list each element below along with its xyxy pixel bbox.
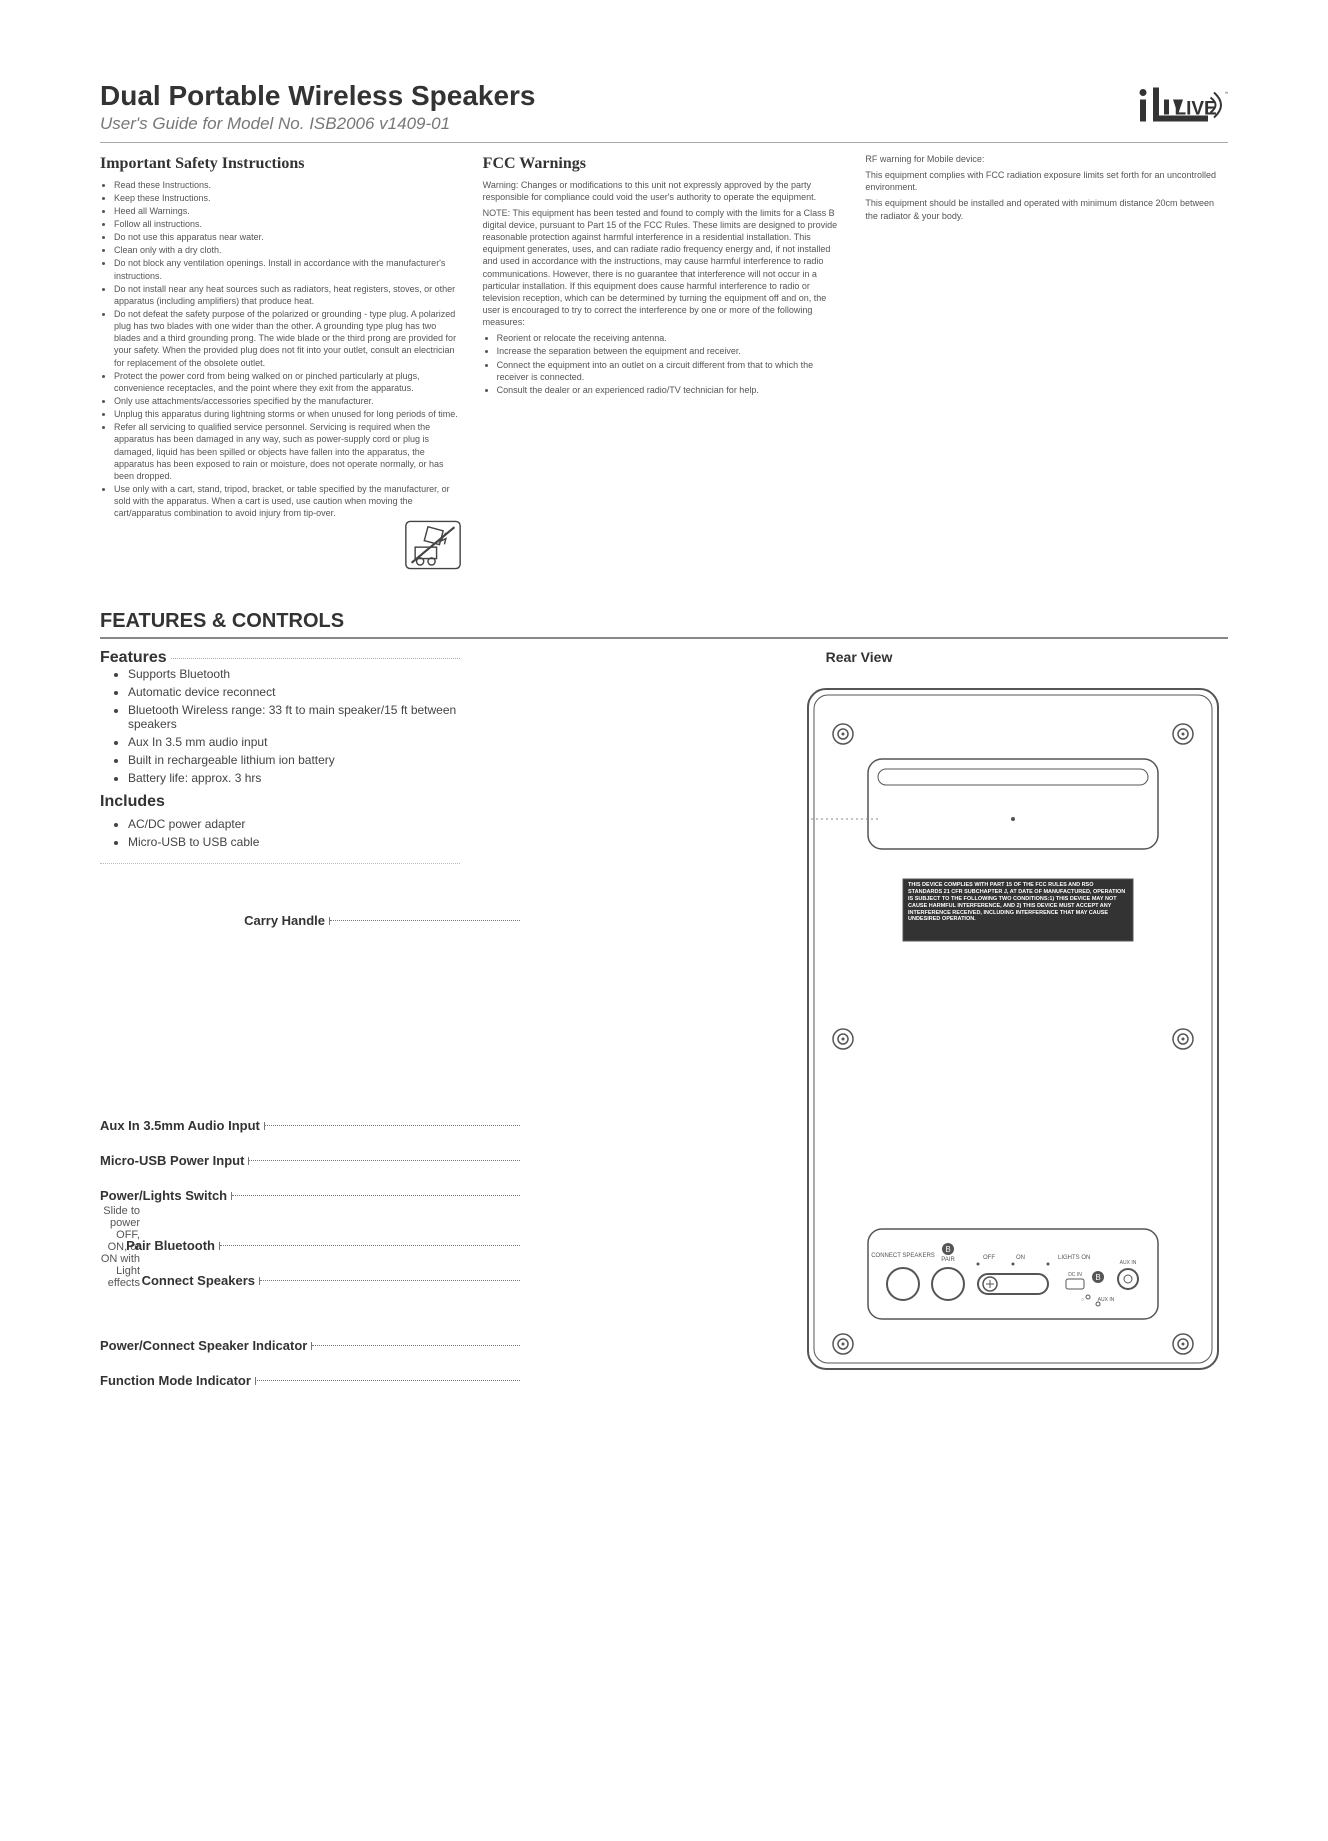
list-item: Do not defeat the safety purpose of the … <box>114 308 463 369</box>
svg-text:LIVE: LIVE <box>1175 99 1217 120</box>
features-heading: Features <box>100 649 171 667</box>
list-item: Only use attachments/accessories specifi… <box>114 395 463 407</box>
fcc-heading: FCC Warnings <box>483 153 846 175</box>
callout-label: Carry Handle <box>244 913 329 928</box>
callout: Function Mode Indicator <box>100 1373 460 1388</box>
list-item: Automatic device reconnect <box>128 685 460 699</box>
page-subtitle: User's Guide for Model No. ISB2006 v1409… <box>100 114 1128 134</box>
diagram-title: Rear View <box>490 649 1228 665</box>
title-block: Dual Portable Wireless Speakers User's G… <box>100 80 1128 134</box>
svg-text:CONNECT SPEAKERS: CONNECT SPEAKERS <box>871 1253 935 1259</box>
list-item: Aux In 3.5 mm audio input <box>128 735 460 749</box>
svg-text:B: B <box>945 1245 950 1254</box>
svg-text:PAIR: PAIR <box>941 1257 955 1263</box>
features-row: Features Supports Bluetooth Automatic dev… <box>100 649 1228 1588</box>
fcc-p2: NOTE: This equipment has been tested and… <box>483 207 846 328</box>
callout-label: Pair Bluetooth <box>126 1238 219 1253</box>
svg-text:AUX IN: AUX IN <box>1120 1260 1137 1266</box>
callout-label: Function Mode Indicator <box>100 1373 255 1388</box>
safety-heading: Important Safety Instructions <box>100 153 463 175</box>
features-heading-row: Features <box>100 649 460 667</box>
callout-label: Connect Speakers <box>142 1273 259 1288</box>
callout-label: Micro-USB Power Input <box>100 1153 248 1168</box>
fcc-p1: Warning: Changes or modifications to thi… <box>483 179 846 203</box>
info-columns: Important Safety Instructions Read these… <box>100 153 1228 570</box>
svg-text:○: ○ <box>1081 1297 1084 1303</box>
svg-text:B: B <box>1095 1273 1100 1282</box>
list-item: Use only with a cart, stand, tripod, bra… <box>114 483 463 519</box>
list-item: Protect the power cord from being walked… <box>114 370 463 394</box>
list-item: Do not use this apparatus near water. <box>114 231 463 243</box>
cart-tipover-icon <box>403 520 463 570</box>
list-item: Unplug this apparatus during lightning s… <box>114 408 463 420</box>
list-item: Heed all Warnings. <box>114 205 463 217</box>
header: Dual Portable Wireless Speakers User's G… <box>100 80 1228 134</box>
svg-text:™: ™ <box>1225 91 1229 96</box>
svg-text:OFF: OFF <box>983 1255 995 1261</box>
rf-heading: RF warning for Mobile device: <box>865 153 1228 165</box>
rf-p1: This equipment complies with FCC radiati… <box>865 169 1228 193</box>
dotted-divider <box>100 863 460 864</box>
list-item: Consult the dealer or an experienced rad… <box>497 384 846 396</box>
svg-text:LIGHTS ON: LIGHTS ON <box>1058 1255 1090 1261</box>
list-item: Increase the separation between the equi… <box>497 345 846 357</box>
speaker-rear-diagram: THIS DEVICE COMPLIES WITH PART 15 OF THE… <box>798 679 1228 1379</box>
rf-column: RF warning for Mobile device: This equip… <box>865 153 1228 570</box>
list-item: Built in rechargeable lithium ion batter… <box>128 753 460 767</box>
dotted-rule <box>171 658 460 659</box>
svg-text:DC IN: DC IN <box>1068 1272 1082 1278</box>
brand-logo: LIVE ™ <box>1128 80 1228 130</box>
callout: Power/Connect Speaker Indicator <box>100 1338 460 1353</box>
includes-heading: Includes <box>100 793 460 811</box>
header-rule <box>100 142 1228 143</box>
list-item: Supports Bluetooth <box>128 667 460 681</box>
list-item: Bluetooth Wireless range: 33 ft to main … <box>128 703 460 731</box>
callout: Aux In 3.5mm Audio Input <box>100 1118 460 1133</box>
callout-label: Power/Connect Speaker Indicator <box>100 1338 311 1353</box>
list-item: Reorient or relocate the receiving anten… <box>497 332 846 344</box>
list-item: Refer all servicing to qualified service… <box>114 421 463 482</box>
callout: Pair Bluetooth <box>100 1238 460 1253</box>
features-section-title: FEATURES & CONTROLS <box>100 610 1228 639</box>
callout: Connect Speakers <box>100 1273 460 1288</box>
callout: Carry Handle <box>100 913 460 928</box>
fcc-column: FCC Warnings Warning: Changes or modific… <box>483 153 846 570</box>
svg-text:ON: ON <box>1016 1255 1025 1261</box>
list-item: Battery life: approx. 3 hrs <box>128 771 460 785</box>
list-item: Read these Instructions. <box>114 179 463 191</box>
rf-p2: This equipment should be installed and o… <box>865 197 1228 221</box>
diagram-area: Rear View THIS DEVICE COMPLIES WITH PART… <box>490 649 1228 1588</box>
list-item: Do not block any ventilation openings. I… <box>114 257 463 281</box>
callout: Micro-USB Power Input <box>100 1153 460 1168</box>
callout-label: Power/Lights Switch <box>100 1188 231 1203</box>
list-item: Micro-USB to USB cable <box>128 835 460 849</box>
safety-column: Important Safety Instructions Read these… <box>100 153 463 570</box>
features-list: Supports Bluetooth Automatic device recon… <box>100 667 460 785</box>
page-title: Dual Portable Wireless Speakers <box>100 80 1128 112</box>
list-item: Follow all instructions. <box>114 218 463 230</box>
fcc-list: Reorient or relocate the receiving anten… <box>483 332 846 396</box>
list-item: AC/DC power adapter <box>128 817 460 831</box>
includes-list: AC/DC power adapter Micro-USB to USB cabl… <box>100 817 460 849</box>
safety-list: Read these Instructions.Keep these Instr… <box>100 179 463 520</box>
list-item: Keep these Instructions. <box>114 192 463 204</box>
callout-label: Aux In 3.5mm Audio Input <box>100 1118 264 1133</box>
list-item: Do not install near any heat sources suc… <box>114 283 463 307</box>
svg-text:AUX IN: AUX IN <box>1098 1297 1115 1303</box>
list-item: Clean only with a dry cloth. <box>114 244 463 256</box>
list-item: Connect the equipment into an outlet on … <box>497 359 846 383</box>
features-column: Features Supports Bluetooth Automatic dev… <box>100 649 460 1588</box>
